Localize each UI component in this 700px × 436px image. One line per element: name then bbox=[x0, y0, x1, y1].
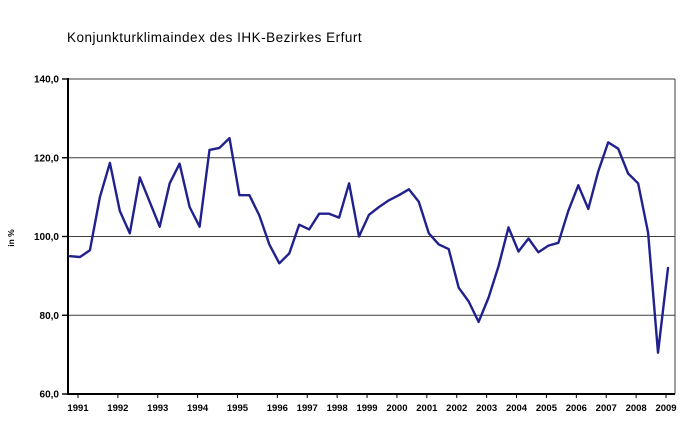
y-tick-label: 60,0 bbox=[40, 390, 60, 401]
x-tick-label: 2008 bbox=[626, 403, 647, 414]
x-tick-label: 1998 bbox=[327, 403, 348, 414]
x-tick-label: 1992 bbox=[107, 403, 128, 414]
x-tick-label: 2009 bbox=[655, 403, 676, 414]
x-tick-label: 1997 bbox=[297, 403, 318, 414]
chart-title: Konjunkturklimaindex des IHK-Bezirkes Er… bbox=[67, 30, 363, 45]
x-tick-label: 2001 bbox=[416, 403, 438, 414]
x-tick-label: 1996 bbox=[267, 403, 288, 414]
x-tick-label: 2007 bbox=[596, 403, 617, 414]
x-tick-label: 1994 bbox=[187, 403, 209, 414]
x-tick-label: 2003 bbox=[476, 403, 497, 414]
y-tick-label: 140,0 bbox=[34, 75, 59, 86]
x-tick-label: 1999 bbox=[356, 403, 377, 414]
x-tick-label: 1995 bbox=[227, 403, 249, 414]
y-tick-label: 120,0 bbox=[34, 153, 59, 164]
y-tick-label: 100,0 bbox=[34, 232, 59, 243]
x-tick-label: 2005 bbox=[536, 403, 558, 414]
y-tick-label: 80,0 bbox=[40, 311, 60, 322]
x-tick-label: 2006 bbox=[566, 403, 587, 414]
x-tick-label: 1991 bbox=[67, 403, 89, 414]
y-axis-title: in % bbox=[6, 229, 16, 247]
x-tick-label: 1993 bbox=[147, 403, 168, 414]
chart-line bbox=[68, 136, 670, 354]
x-tick-label: 2004 bbox=[506, 403, 528, 414]
x-tick-label: 2000 bbox=[386, 403, 407, 414]
x-tick-label: 2002 bbox=[446, 403, 467, 414]
